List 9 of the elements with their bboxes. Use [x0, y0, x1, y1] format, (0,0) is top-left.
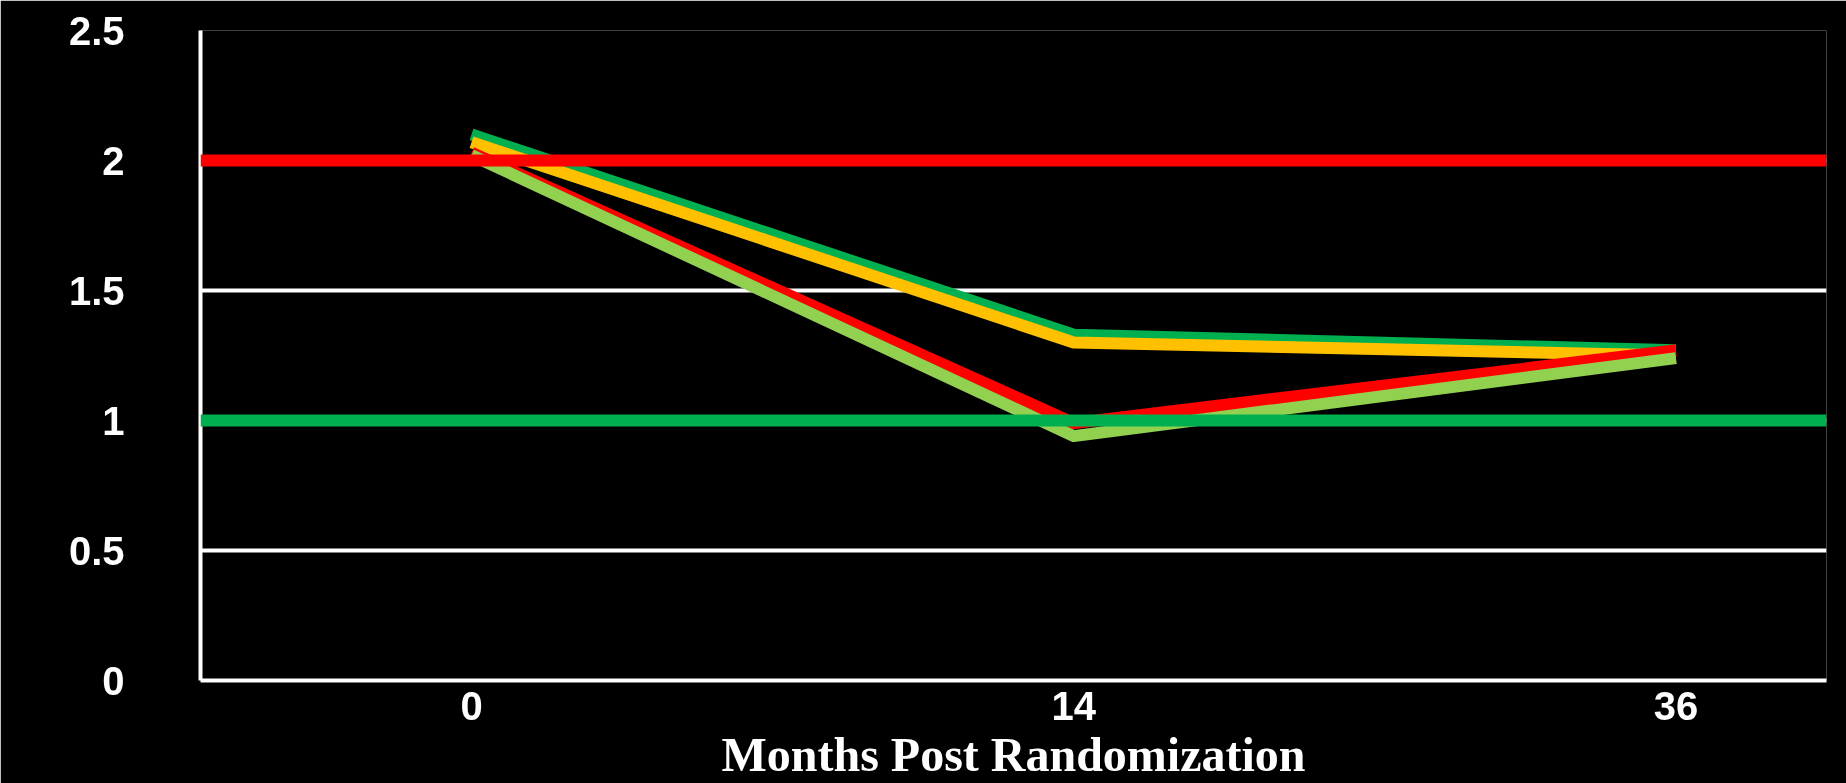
y-tick-label: 0.5 [68, 528, 125, 573]
x-tick-label: 36 [1653, 683, 1699, 728]
x-tick-label: 0 [460, 683, 483, 728]
y-tick-label: 2.5 [68, 8, 125, 53]
x-tick-label: 14 [1051, 683, 1097, 728]
y-tick-label: 1 [102, 398, 125, 443]
x-axis-title: Months Post Randomization [721, 727, 1306, 781]
y-tick-label: 2 [102, 138, 125, 183]
y-tick-label: 1.5 [68, 268, 125, 313]
